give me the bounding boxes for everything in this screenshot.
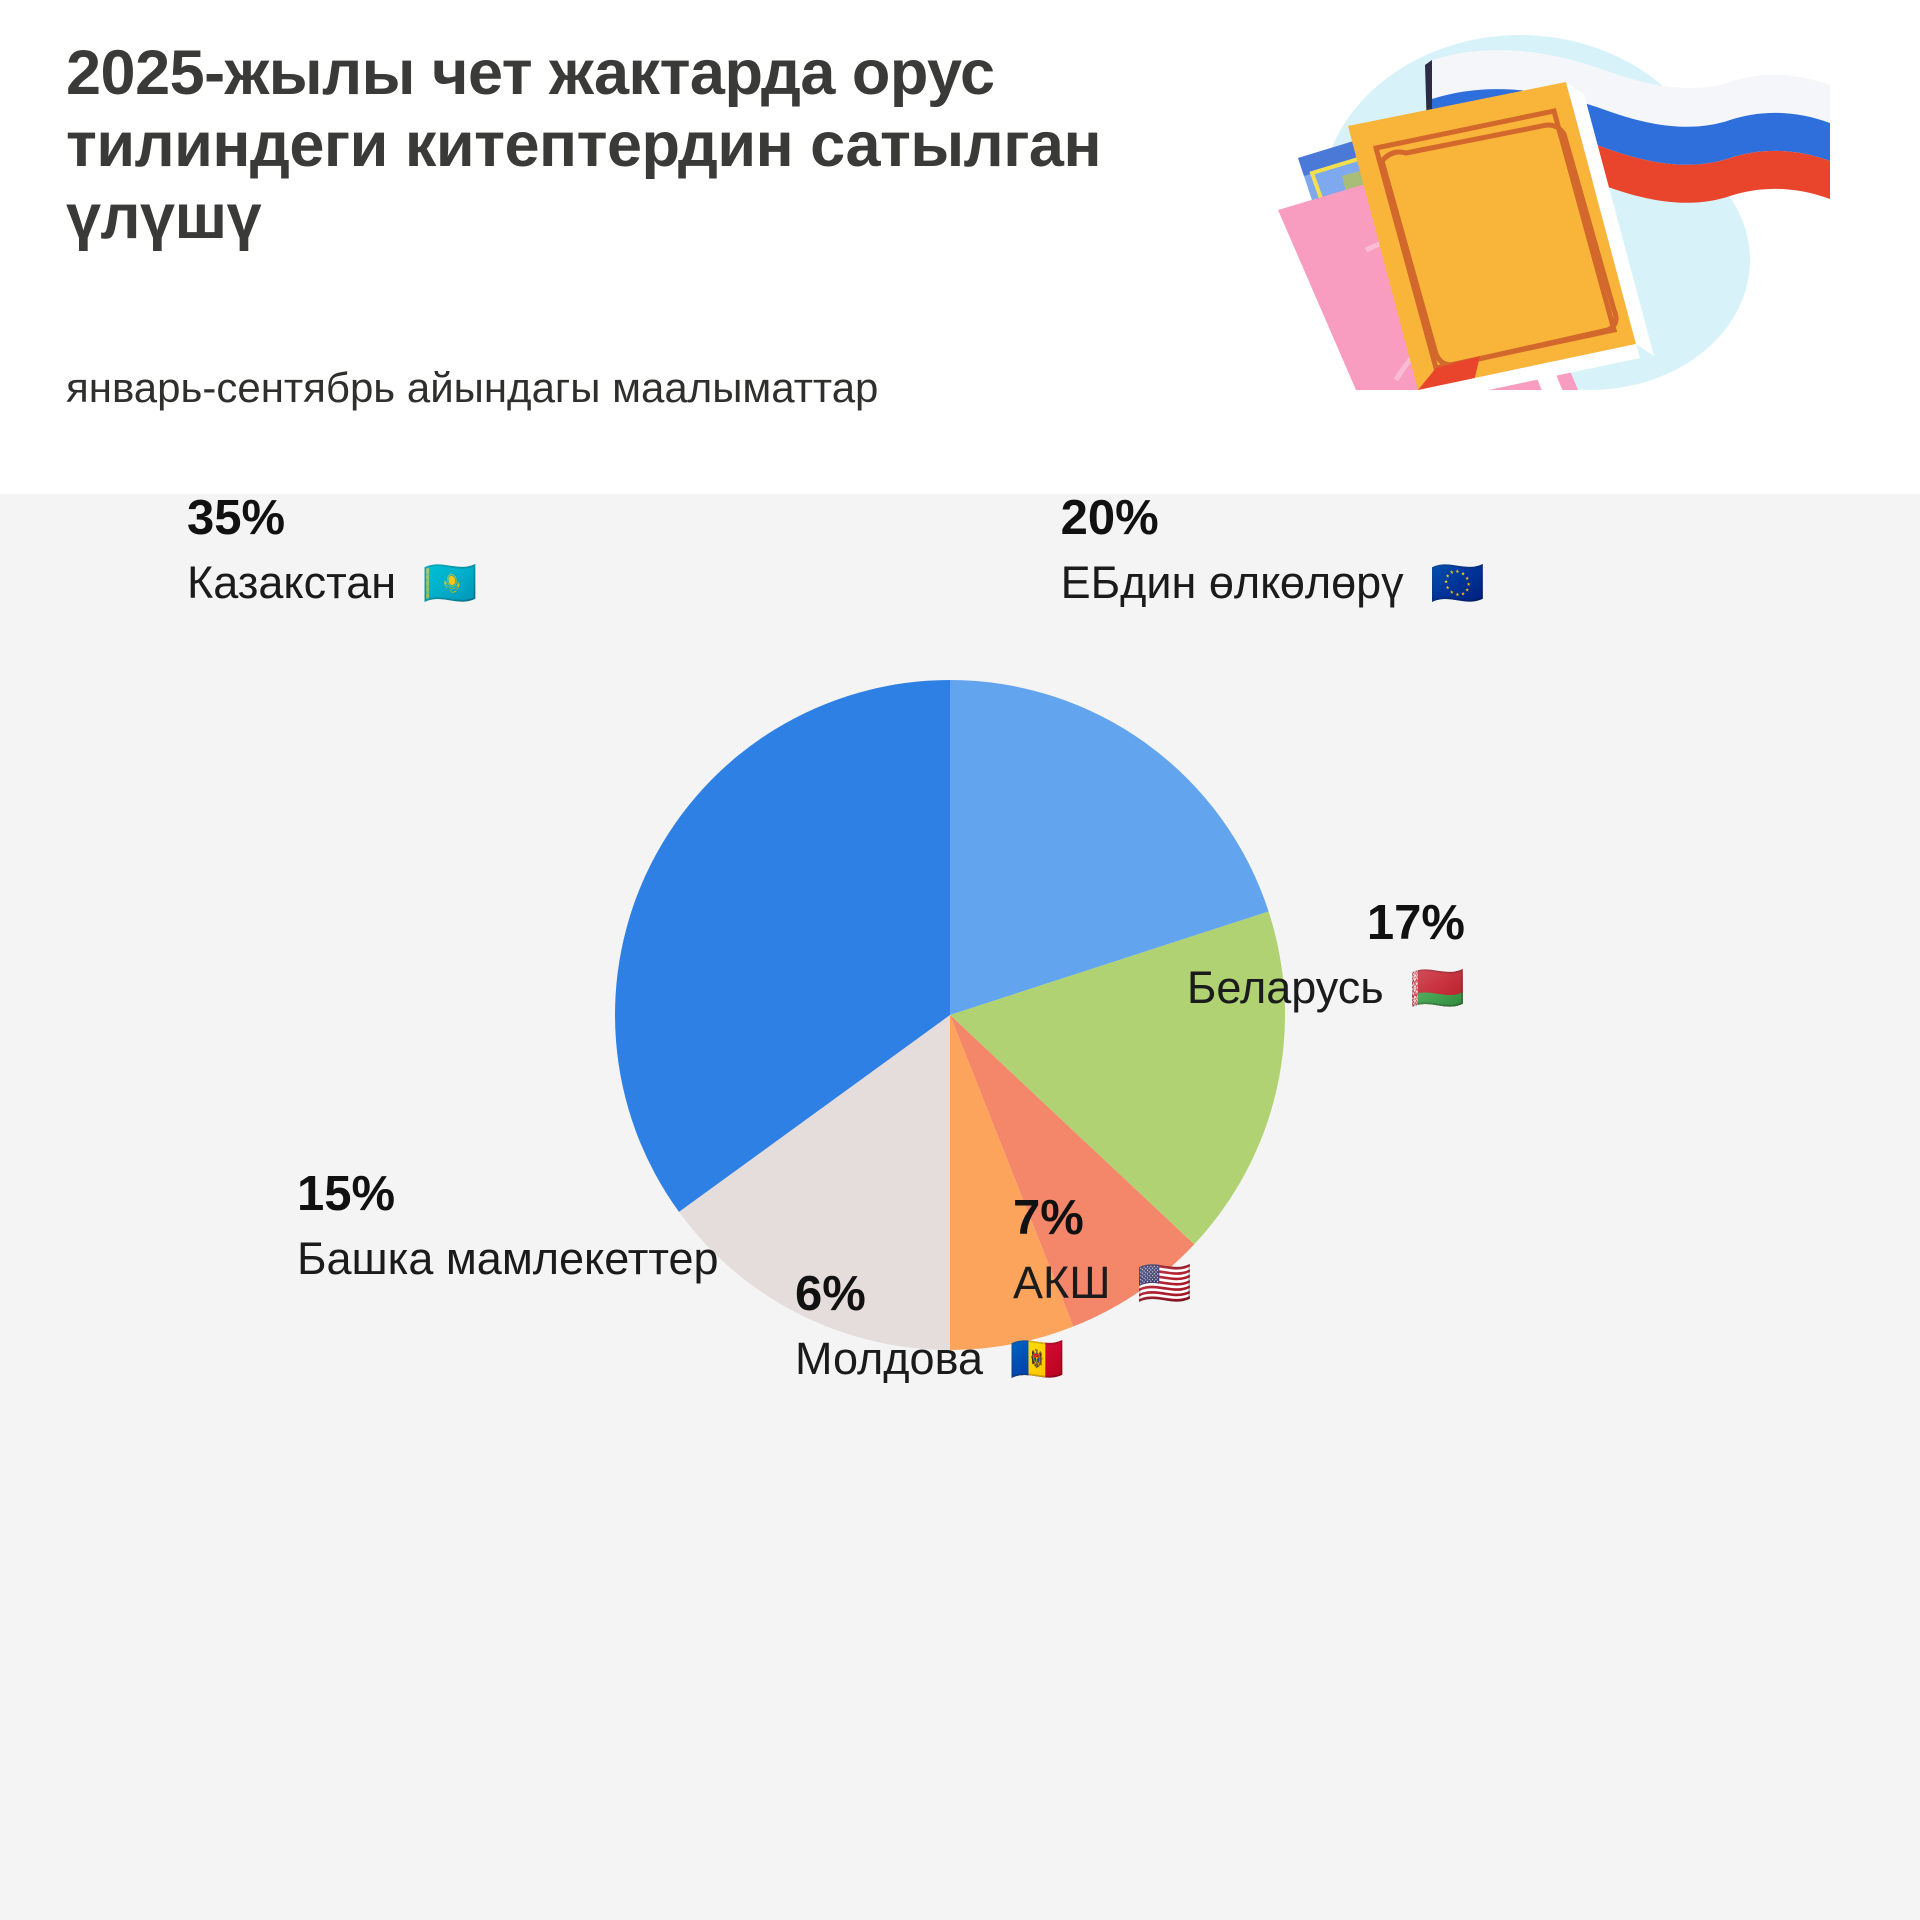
legend-name-belarus: Беларусь: [1186, 962, 1384, 1013]
legend-name-kazakstan: Казакстан: [187, 557, 397, 608]
legend-name-other-countries: Башка мамлекеттер: [297, 1233, 719, 1284]
flag-belarus-icon: 🇧🇾: [1410, 964, 1465, 1013]
flag-eu-icon: 🇪🇺: [1430, 559, 1485, 608]
legend-label-belarus: Беларусь 🇧🇾: [1187, 965, 1465, 1011]
pie-chart: [615, 680, 1285, 1350]
legend-percent-kazakstan: 35%: [187, 491, 286, 545]
legend-label-usa: АКШ 🇺🇸: [1013, 1260, 1192, 1306]
legend-name-usa: АКШ: [1013, 1257, 1111, 1308]
legend-percent-belarus: 17%: [1366, 896, 1465, 950]
page-title: 2025-жылы чет жактарда орус тилиндеги ки…: [66, 38, 1102, 252]
chart-area: 35% Казакстан 🇰🇿 20% ЕБдин өлкөлөрү 🇪🇺 1…: [0, 494, 1920, 1920]
pie-slice: [950, 1015, 1195, 1327]
legend-name-moldova: Молдова: [795, 1333, 983, 1384]
orange-book-icon: [1348, 82, 1654, 390]
pie-slice: [950, 1015, 1074, 1350]
legend-item-other-countries: 15% Башка мамлекеттер: [297, 1167, 719, 1282]
pie-slice: [950, 680, 1269, 1015]
legend-item-kazakstan: 35% Казакстан 🇰🇿: [187, 494, 477, 606]
page-subtitle: январь-сентябрь айындагы маалыматтар: [66, 364, 879, 411]
legend-label-eu: ЕБдин өлкөлөрү 🇪🇺: [1061, 560, 1485, 606]
legend-label-other-countries: Башка мамлекеттер: [297, 1236, 719, 1281]
flag-moldova-icon: 🇲🇩: [1009, 1335, 1065, 1384]
books-stack-with-russian-flag-illustration: [1170, 10, 1870, 390]
legend-percent-eu: 20%: [1060, 491, 1159, 545]
flag-usa-icon: 🇺🇸: [1137, 1259, 1192, 1308]
legend-item-moldova: 6% Молдова 🇲🇩: [795, 1270, 1064, 1382]
legend-percent-other-countries: 15%: [297, 1167, 396, 1221]
legend-item-usa: 7% АКШ 🇺🇸: [1013, 1194, 1192, 1306]
flag-kazakstan-icon: 🇰🇿: [422, 559, 478, 608]
legend-item-belarus: 17% Беларусь 🇧🇾: [1187, 899, 1465, 1011]
pie-slices: [615, 680, 1285, 1350]
pie-slice: [678, 1015, 950, 1350]
legend-percent-moldova: 6%: [795, 1267, 866, 1321]
legend-label-kazakstan: Казакстан 🇰🇿: [187, 560, 477, 606]
header: 2025-жылы чет жактарда орус тилиндеги ки…: [0, 0, 1920, 494]
legend-percent-usa: 7%: [1013, 1191, 1084, 1245]
pie-slice: [615, 680, 950, 1212]
legend-label-moldova: Молдова 🇲🇩: [795, 1336, 1064, 1382]
legend-item-eu: 20% ЕБдин өлкөлөрү 🇪🇺: [1061, 494, 1485, 606]
legend-name-eu: ЕБдин өлкөлөрү: [1060, 557, 1404, 608]
pie-slice: [950, 911, 1285, 1245]
